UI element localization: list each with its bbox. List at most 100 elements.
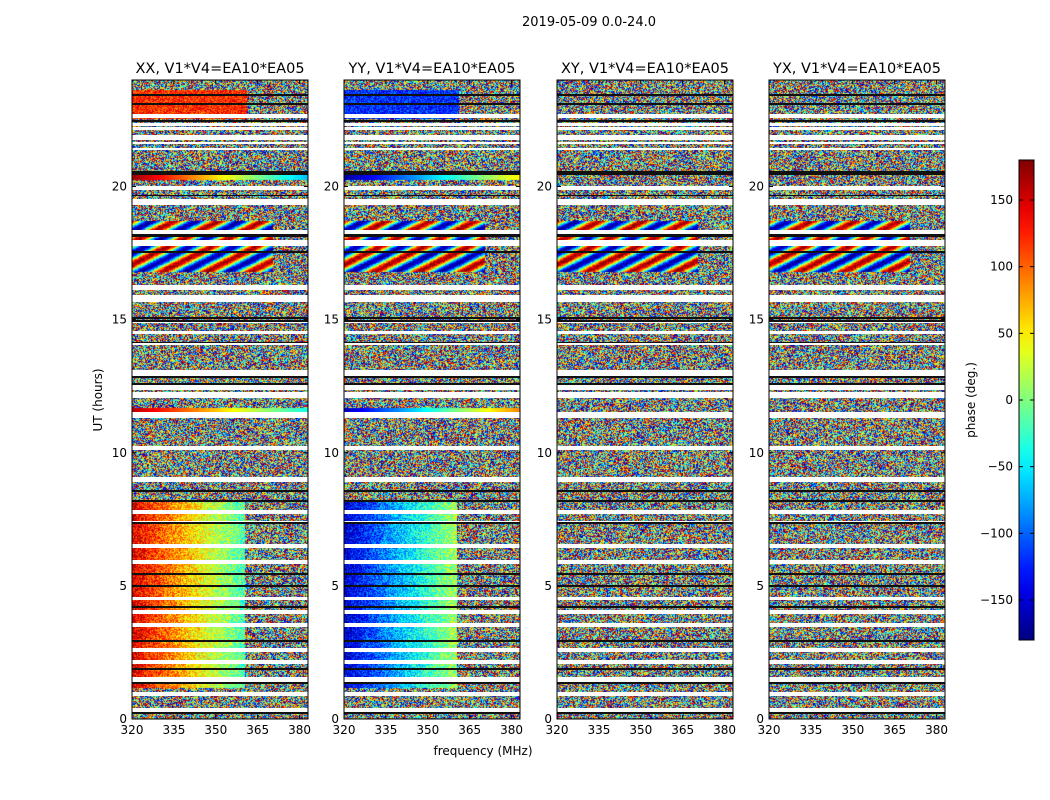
dark-row: [557, 573, 733, 575]
flagged-row: [132, 477, 308, 482]
flagged-row: [557, 127, 733, 130]
x-tick-label: 320: [121, 723, 144, 737]
flagged-row: [769, 610, 945, 614]
y-tick-label: 0: [331, 712, 339, 726]
flagged-row: [557, 677, 733, 682]
dark-row: [344, 171, 520, 173]
colorbar-tick-label: 150: [990, 193, 1013, 207]
flagged-row: [769, 240, 945, 246]
flagged-row: [769, 477, 945, 482]
dark-row: [344, 376, 520, 378]
dark-row: [557, 342, 733, 343]
x-tick-label: 365: [246, 723, 269, 737]
flagged-row: [344, 199, 520, 205]
x-tick-label: 365: [458, 723, 481, 737]
dark-row: [132, 94, 308, 96]
flagged-row: [557, 412, 733, 418]
x-tick-label: 320: [333, 723, 356, 737]
flagged-row: [132, 708, 308, 713]
dark-row: [132, 712, 308, 714]
dark-row: [769, 317, 945, 319]
dark-row: [557, 173, 733, 175]
x-tick-label: 350: [204, 723, 227, 737]
flagged-row: [557, 186, 733, 190]
dark-row: [344, 234, 520, 237]
panel-frame: [131, 79, 309, 720]
dark-row: [344, 585, 520, 587]
flagged-row: [344, 692, 520, 696]
dark-row: [769, 490, 945, 492]
dark-row: [557, 195, 733, 196]
dark-row: [132, 251, 308, 253]
colorbar-tick-label: 50: [998, 326, 1013, 340]
flagged-row: [769, 660, 945, 664]
x-tick-label: 350: [629, 723, 652, 737]
dark-row: [344, 173, 520, 175]
flagged-row: [557, 660, 733, 664]
flagged-row: [344, 510, 520, 514]
y-tick-label: 5: [544, 579, 552, 593]
flagged-row: [769, 127, 945, 130]
dark-row: [344, 606, 520, 608]
flagged-row: [344, 135, 520, 140]
flagged-row: [132, 677, 308, 682]
flagged-row: [557, 285, 733, 290]
dark-row: [769, 585, 945, 587]
flagged-row: [344, 412, 520, 418]
y-tick-label: 15: [537, 313, 552, 327]
flagged-row: [769, 186, 945, 190]
flagged-row: [132, 648, 308, 652]
flagged-row: [557, 560, 733, 564]
panel-title: XX, V1*V4=EA10*EA05: [135, 61, 304, 77]
flagged-row: [557, 135, 733, 140]
flagged-row: [132, 370, 308, 376]
flagged-row: [132, 114, 308, 118]
flagged-row: [132, 392, 308, 398]
dark-row: [344, 120, 520, 122]
flagged-row: [344, 230, 520, 236]
dark-row: [132, 682, 308, 684]
x-tick-label: 350: [416, 723, 439, 737]
flagged-row: [557, 114, 733, 118]
flagged-row: [557, 477, 733, 482]
colorbar-tick-label: −150: [980, 593, 1013, 607]
dark-row: [557, 682, 733, 684]
dark-row: [344, 668, 520, 670]
flagged-row: [557, 544, 733, 548]
dark-row: [557, 500, 733, 502]
flagged-row: [557, 385, 733, 390]
flagged-row: [557, 240, 733, 246]
flagged-row: [769, 446, 945, 450]
dark-row: [132, 376, 308, 378]
dark-row: [769, 120, 945, 122]
flagged-row: [557, 597, 733, 600]
dark-row: [769, 195, 945, 196]
dark-row: [132, 103, 308, 105]
flagged-row: [132, 446, 308, 450]
flagged-row: [132, 510, 308, 514]
dark-row: [769, 173, 945, 175]
dark-row: [132, 195, 308, 196]
colorbar-tick-label: 100: [990, 260, 1013, 274]
x-tick-label: 320: [758, 723, 781, 737]
panel-frame: [556, 79, 734, 720]
flagged-row: [132, 135, 308, 140]
dark-row: [344, 490, 520, 492]
flagged-row: [769, 148, 945, 150]
x-tick-label: 335: [799, 723, 822, 737]
dark-row: [557, 606, 733, 608]
dark-row: [132, 342, 308, 343]
y-tick-label: 10: [112, 446, 127, 460]
flagged-row: [132, 285, 308, 290]
flagged-row: [344, 331, 520, 334]
flagged-row: [344, 544, 520, 548]
dark-row: [769, 234, 945, 237]
panel-title: XY, V1*V4=EA10*EA05: [561, 61, 729, 77]
dark-row: [132, 490, 308, 492]
flagged-row: [769, 677, 945, 682]
dark-row: [344, 682, 520, 684]
flagged-row: [344, 610, 520, 614]
flagged-row: [132, 342, 308, 345]
panel-4: YX, V1*V4=EA10*EA05 320 335 350 365 380 0 5 10 15…: [749, 61, 948, 737]
colorbar-label: phase (deg.): [964, 362, 978, 438]
